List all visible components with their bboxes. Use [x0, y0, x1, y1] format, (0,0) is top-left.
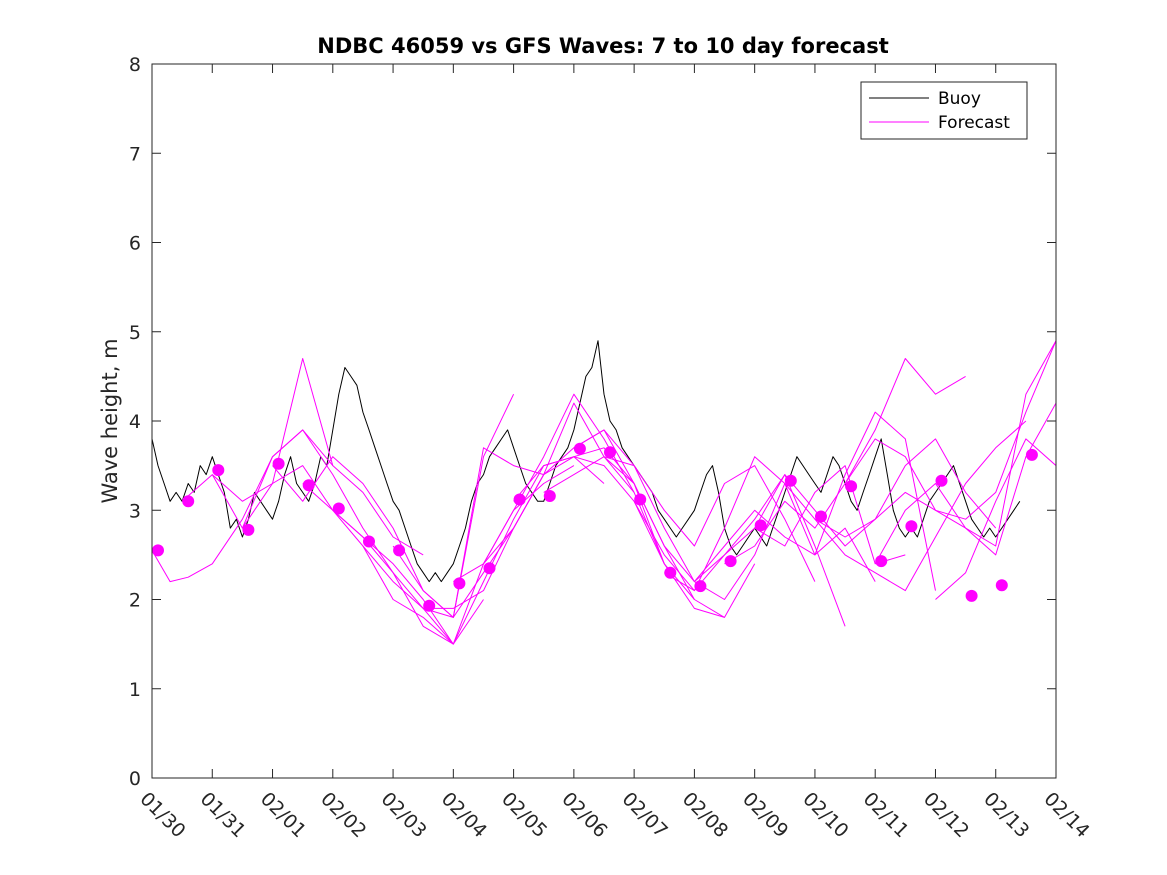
forecast-marker-3 [212, 464, 225, 477]
forecast-marker-10 [423, 599, 436, 612]
forecast-marker-13 [513, 493, 526, 506]
forecast-marker-17 [634, 493, 647, 506]
y-tick-label-7: 7 [129, 143, 141, 165]
series-line-forecast-run-26 [935, 438, 1056, 600]
series-line-buoy [152, 340, 1021, 583]
series-line-forecast-run-18 [664, 465, 906, 592]
legend: Buoy Forecast [860, 81, 1028, 140]
forecast-marker-26 [905, 520, 918, 533]
forecast-marker-18 [664, 566, 677, 579]
forecast-marker-22 [784, 474, 797, 487]
forecast-marker-15 [573, 442, 586, 455]
series-line-forecast-run-11 [453, 393, 695, 600]
series-line-forecast-run-4 [241, 429, 484, 645]
series-line-forecast-run-24 [844, 402, 1056, 556]
forecast-marker-1 [152, 544, 164, 557]
forecast-marker-19 [694, 580, 707, 593]
forecast-marker-23 [815, 510, 827, 523]
y-tick-label-2: 2 [129, 590, 141, 612]
chart-title: NDBC 46059 vs GFS Waves: 7 to 10 day for… [317, 34, 888, 58]
forecast-marker-14 [543, 490, 556, 502]
series-line-forecast-run-15 [573, 429, 816, 582]
forecast-marker-24 [845, 480, 858, 493]
series-line-forecast-run-2 [181, 358, 424, 556]
legend-box [860, 81, 1028, 140]
y-tick-label-1: 1 [129, 679, 141, 701]
plot-area [152, 64, 1056, 778]
series-line-forecast-run-19 [694, 411, 936, 591]
y-tick-label-6: 6 [129, 233, 141, 255]
y-tick-label-3: 3 [129, 500, 141, 522]
forecast-marker-21 [754, 519, 767, 532]
legend-forecast-label: Forecast [938, 113, 1010, 133]
forecast-marker-30 [1025, 448, 1038, 461]
y-axis-label: Wave height, m [98, 338, 122, 503]
forecast-marker-16 [604, 446, 616, 459]
y-tick-label-0: 0 [129, 768, 141, 790]
forecast-marker-7 [332, 502, 345, 515]
forecast-marker-9 [393, 544, 406, 557]
y-tick-label-8: 8 [129, 54, 141, 76]
forecast-marker-29 [995, 579, 1008, 592]
forecast-marker-27 [935, 474, 948, 487]
forecast-marker-6 [302, 479, 315, 492]
series-line-forecast-run-17 [633, 456, 876, 592]
forecast-marker-2 [182, 495, 195, 508]
forecast-marker-8 [363, 535, 375, 548]
forecast-marker-5 [272, 457, 285, 470]
y-tick-label-5: 5 [129, 322, 141, 344]
axes-background [152, 64, 1056, 778]
forecast-marker-11 [453, 577, 466, 590]
series-line-forecast-run-22 [784, 420, 1027, 592]
forecast-marker-12 [483, 562, 496, 575]
series-line-forecast-run-25 [874, 340, 1056, 565]
forecast-marker-20 [724, 555, 737, 568]
series-line-forecast-run-14 [543, 456, 786, 600]
legend-buoy-label: Buoy [938, 89, 981, 109]
markers-layer [152, 442, 1038, 612]
y-tick-label-4: 4 [129, 411, 141, 433]
forecast-marker-25 [875, 555, 888, 568]
forecast-marker-4 [242, 523, 255, 536]
forecast-marker-28 [965, 589, 978, 602]
